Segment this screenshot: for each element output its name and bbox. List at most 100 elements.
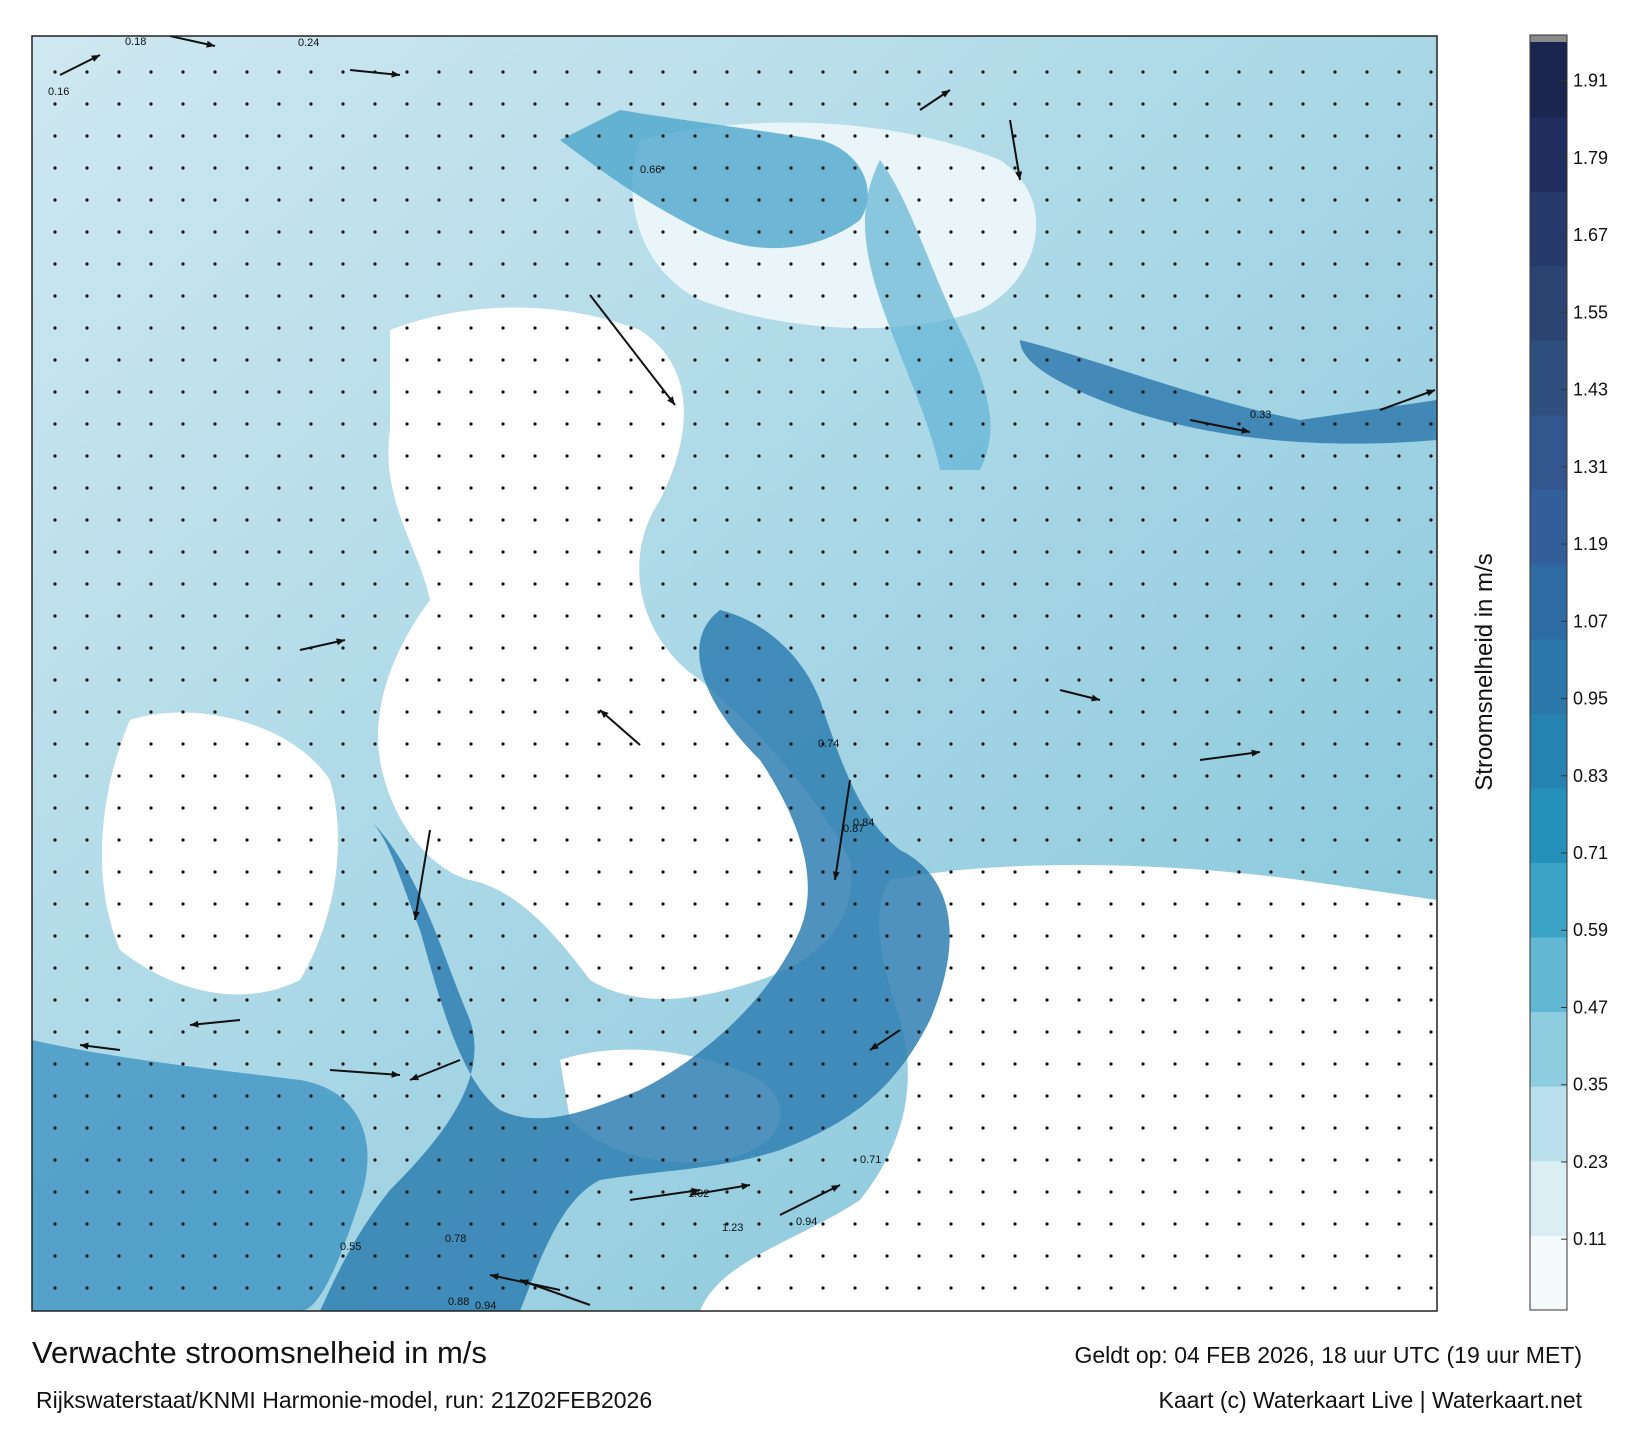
grid-dot [1173, 486, 1177, 490]
grid-dot [53, 294, 57, 298]
grid-dot [629, 902, 633, 906]
grid-dot [53, 70, 57, 74]
grid-dot [885, 1286, 889, 1290]
grid-dot [437, 262, 441, 266]
grid-dot [597, 1158, 601, 1162]
arrow-head [412, 911, 420, 920]
grid-dot [245, 390, 249, 394]
grid-dot [341, 230, 345, 234]
grid-dot [1333, 70, 1337, 74]
grid-dot [1397, 806, 1401, 810]
grid-dot [757, 1254, 761, 1258]
grid-dot [853, 486, 857, 490]
grid-dot [917, 1222, 921, 1226]
grid-dot [1397, 1190, 1401, 1194]
grid-dot [1205, 166, 1209, 170]
grid-dot [533, 486, 537, 490]
grid-dot [341, 902, 345, 906]
arrow-head [600, 710, 609, 719]
grid-dot [949, 1062, 953, 1066]
grid-dot [885, 326, 889, 330]
grid-dot [469, 1126, 473, 1130]
grid-dot [885, 582, 889, 586]
grid-dot [1109, 550, 1113, 554]
grid-dot [1237, 710, 1241, 714]
grid-dot [437, 806, 441, 810]
grid-dot [597, 422, 601, 426]
grid-dot [245, 70, 249, 74]
grid-dot [949, 710, 953, 714]
grid-dot [309, 1254, 313, 1258]
grid-dot [565, 198, 569, 202]
grid-dot [1045, 646, 1049, 650]
grid-dot [1109, 934, 1113, 938]
grid-dot [1269, 774, 1273, 778]
grid-dot [1429, 358, 1433, 362]
grid-dot [245, 806, 249, 810]
grid-dot [597, 774, 601, 778]
speed-label: 0.88 [448, 1296, 469, 1308]
grid-dot [1109, 742, 1113, 746]
grid-dot [1045, 454, 1049, 458]
grid-dot [661, 806, 665, 810]
grid-dot [1365, 806, 1369, 810]
arrow [1009, 119, 1021, 181]
grid-dot [213, 742, 217, 746]
grid-dot [1429, 70, 1433, 74]
grid-dot [1397, 710, 1401, 714]
grid-dot [53, 262, 57, 266]
grid-dot [181, 646, 185, 650]
grid-dot [597, 1190, 601, 1194]
grid-dot [757, 1158, 761, 1162]
grid-dot [885, 230, 889, 234]
grid-dot [1429, 1126, 1433, 1130]
grid-dot [1205, 326, 1209, 330]
grid-dot [1237, 486, 1241, 490]
grid-dot [981, 742, 985, 746]
grid-dot [1141, 998, 1145, 1002]
grid-dot [821, 230, 825, 234]
grid-dot [693, 454, 697, 458]
grid-dot [1205, 198, 1209, 202]
grid-dot [213, 838, 217, 842]
grid-dot [469, 774, 473, 778]
grid-dot [1269, 550, 1273, 554]
grid-dot [501, 198, 505, 202]
grid-dot [1109, 294, 1113, 298]
grid-dot [949, 1254, 953, 1258]
arrow-head [80, 1042, 89, 1050]
grid-dot [597, 518, 601, 522]
grid-dot [1269, 230, 1273, 234]
grid-dot [117, 102, 121, 106]
grid-dot [277, 1222, 281, 1226]
grid-dot [341, 70, 345, 74]
grid-dot [949, 454, 953, 458]
grid-dot [1077, 1030, 1081, 1034]
grid-dot [437, 902, 441, 906]
grid-dot [757, 262, 761, 266]
grid-dot [437, 710, 441, 714]
grid-dot [661, 774, 665, 778]
grid-dot [405, 934, 409, 938]
grid-dot [341, 134, 345, 138]
grid-dot [341, 390, 345, 394]
grid-dot [1365, 870, 1369, 874]
grid-dot [181, 998, 185, 1002]
grid-dot [661, 1190, 665, 1194]
grid-dot [181, 1158, 185, 1162]
grid-dot [757, 518, 761, 522]
colorbar-band [1530, 638, 1567, 714]
grid-dot [885, 486, 889, 490]
grid-dot [405, 1094, 409, 1098]
grid-dot [405, 518, 409, 522]
grid-dot [629, 646, 633, 650]
grid-dot [1045, 70, 1049, 74]
grid-dot [1109, 390, 1113, 394]
grid-dot [213, 454, 217, 458]
grid-dot [213, 102, 217, 106]
colorbar-band [1530, 42, 1567, 118]
grid-dot [341, 102, 345, 106]
grid-dot [245, 838, 249, 842]
grid-dot [469, 870, 473, 874]
grid-dot [1237, 806, 1241, 810]
